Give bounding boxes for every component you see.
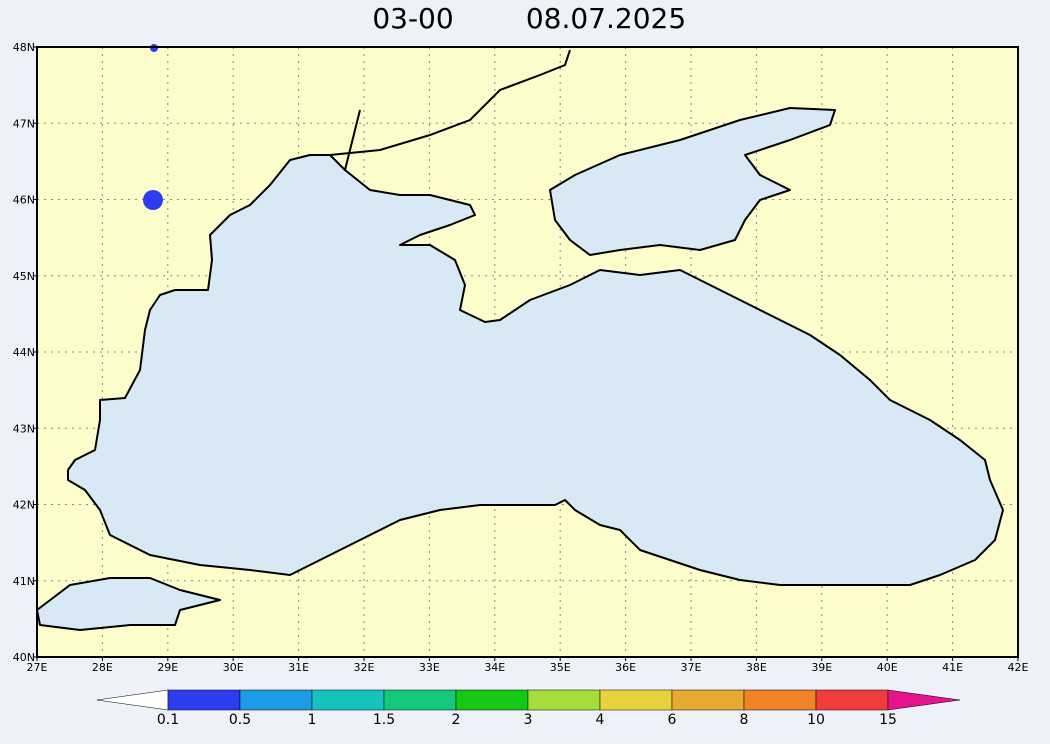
x-tick-label: 32E bbox=[354, 661, 375, 674]
y-tick-label: 42N bbox=[13, 499, 35, 512]
colorbar-segment bbox=[167, 689, 241, 711]
colorbar-label: 10 bbox=[807, 712, 825, 728]
colorbar-label: 8 bbox=[740, 712, 749, 728]
sea-of-marmara bbox=[36, 577, 221, 631]
colorbar-segment bbox=[455, 689, 529, 711]
x-tick-label: 40E bbox=[877, 661, 898, 674]
x-tick-label: 36E bbox=[615, 661, 636, 674]
x-tick-label: 27E bbox=[27, 661, 48, 674]
colorbar-segment bbox=[383, 689, 457, 711]
x-tick-label: 30E bbox=[223, 661, 244, 674]
colorbar-segment bbox=[527, 689, 601, 711]
colorbar-label: 1 bbox=[308, 712, 317, 728]
colorbar-segment bbox=[311, 689, 385, 711]
x-tick-label: 41E bbox=[942, 661, 963, 674]
x-tick-label: 35E bbox=[550, 661, 571, 674]
colorbar-label: 0.1 bbox=[157, 712, 179, 728]
colorbar-segment bbox=[671, 689, 745, 711]
x-tick-label: 39E bbox=[811, 661, 832, 674]
x-tick-label: 34E bbox=[484, 661, 505, 674]
precipitation-area bbox=[143, 190, 163, 210]
y-tick-label: 40N bbox=[13, 651, 35, 664]
colorbar-label: 15 bbox=[879, 712, 897, 728]
x-tick-label: 33E bbox=[419, 661, 440, 674]
y-tick-label: 44N bbox=[13, 346, 35, 359]
colorbar-over bbox=[887, 689, 961, 711]
x-tick-label: 37E bbox=[681, 661, 702, 674]
y-tick-label: 47N bbox=[13, 117, 35, 130]
x-tick-label: 28E bbox=[92, 661, 113, 674]
date: 08.07.2025 bbox=[526, 2, 686, 35]
colorbar-segment bbox=[743, 689, 817, 711]
y-tick-label: 41N bbox=[13, 575, 35, 588]
y-tick-label: 45N bbox=[13, 270, 35, 283]
x-tick-label: 38E bbox=[746, 661, 767, 674]
black-sea bbox=[67, 154, 1004, 586]
x-tick-label: 31E bbox=[288, 661, 309, 674]
colorbar-label: 1.5 bbox=[373, 712, 395, 728]
y-tick-label: 43N bbox=[13, 422, 35, 435]
colorbar-label: 3 bbox=[524, 712, 533, 728]
y-tick-label: 46N bbox=[13, 194, 35, 207]
title: 03-00 bbox=[372, 2, 453, 35]
dnieper-coast bbox=[329, 49, 571, 171]
colorbar-label: 6 bbox=[668, 712, 677, 728]
x-tick-label: 42E bbox=[1008, 661, 1029, 674]
colorbar-label: 4 bbox=[596, 712, 605, 728]
colorbar-segment bbox=[239, 689, 313, 711]
colorbar-under bbox=[96, 689, 169, 711]
colorbar-segment bbox=[599, 689, 673, 711]
colorbar-label: 0.5 bbox=[229, 712, 251, 728]
colorbar-segment bbox=[815, 689, 889, 711]
y-tick-label: 48N bbox=[13, 41, 35, 54]
sea-of-azov bbox=[549, 107, 836, 256]
x-tick-label: 29E bbox=[157, 661, 178, 674]
colorbar-label: 2 bbox=[452, 712, 461, 728]
